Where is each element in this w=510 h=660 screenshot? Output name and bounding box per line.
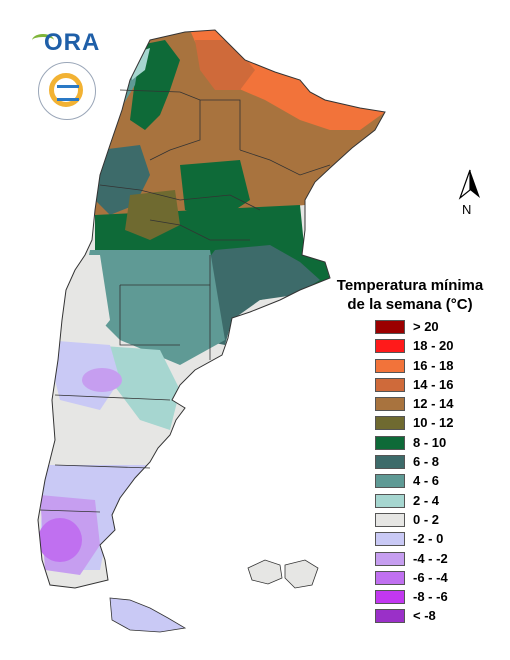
malvinas-islands (247, 559, 319, 589)
north-arrow-icon (458, 169, 480, 200)
legend-label: 12 - 14 (413, 396, 454, 412)
legend-label: > 20 (413, 319, 439, 334)
ora-logo: ORA (30, 28, 100, 56)
smn-seal-logo (38, 62, 96, 120)
legend-label: 8 - 10 (413, 434, 447, 450)
legend-swatch (375, 493, 405, 508)
legend-swatch (375, 532, 405, 547)
legend-label: 16 - 18 (413, 357, 454, 373)
north-label: N (462, 202, 472, 217)
leaf-icon (32, 34, 54, 47)
province-borders (39, 89, 331, 513)
legend-title: Temperatura mínima de la semana (°C) (320, 276, 500, 314)
legend-swatch (375, 609, 405, 624)
legend-label: 2 - 4 (413, 492, 440, 508)
legend-label: 6 - 8 (413, 454, 440, 470)
legend-label: 14 - 16 (413, 376, 454, 392)
legend-swatch (375, 590, 405, 605)
legend-label: -2 - 0 (413, 531, 444, 547)
legend-swatch (375, 339, 405, 354)
legend-label: 18 - 20 (413, 338, 454, 354)
legend-swatch (375, 455, 405, 470)
legend-title-line-1: Temperatura mínima (336, 277, 484, 294)
legend-swatch (375, 474, 405, 489)
legend-title-line-2: de la semana (°C) (347, 296, 473, 313)
legend-label: -4 - -2 (413, 550, 448, 566)
legend-swatch (375, 551, 405, 566)
legend-label: 10 - 12 (413, 415, 454, 431)
legend-swatch (375, 435, 405, 450)
legend-label: 0 - 2 (413, 511, 440, 527)
country-outline (37, 29, 386, 589)
sun-ring-icon (49, 73, 83, 107)
ora-logo-text: ORA (44, 29, 101, 56)
legend-swatch (375, 320, 405, 334)
legend-label: -8 - -6 (413, 589, 448, 605)
legend-label: 4 - 6 (413, 473, 440, 489)
tierra-del-fuego (109, 597, 187, 633)
legend-swatch (375, 358, 405, 373)
legend-label: < -8 (413, 608, 436, 624)
north-arrow: N (456, 168, 484, 218)
legend-swatch (375, 512, 405, 527)
legend-swatch (375, 377, 405, 392)
wave-icon (57, 85, 79, 101)
legend-swatch (375, 416, 405, 431)
legend-swatch (375, 397, 405, 412)
legend-swatch (375, 570, 405, 585)
legend-label: -6 - -4 (413, 569, 448, 585)
